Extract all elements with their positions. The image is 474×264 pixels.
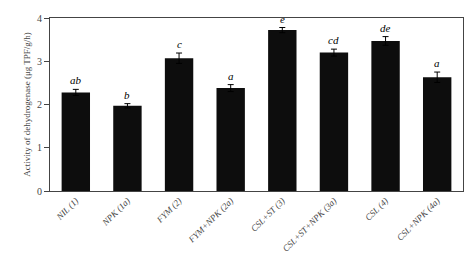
svg-text:3: 3 (37, 56, 42, 67)
svg-text:de: de (380, 22, 391, 34)
svg-text:b: b (124, 89, 130, 101)
svg-text:NPK (1a): NPK (1a) (100, 196, 132, 228)
svg-text:4: 4 (37, 13, 42, 24)
svg-text:a: a (228, 70, 234, 82)
svg-text:1: 1 (37, 142, 42, 153)
svg-text:FYM (2): FYM (2) (154, 196, 184, 226)
svg-text:NIL (1): NIL (1) (54, 196, 81, 223)
svg-text:CSL+ST+NPK (3a): CSL+ST+NPK (3a) (281, 196, 339, 254)
svg-text:CSL (4): CSL (4) (363, 196, 390, 223)
svg-text:2: 2 (37, 99, 42, 110)
svg-text:0: 0 (37, 186, 42, 197)
svg-text:e: e (280, 13, 285, 25)
svg-text:c: c (177, 38, 182, 50)
svg-text:a: a (434, 57, 440, 69)
svg-text:ab: ab (70, 74, 82, 86)
svg-text:cd: cd (328, 34, 339, 46)
svg-text:CSL+NPK (4a): CSL+NPK (4a) (395, 196, 442, 243)
svg-text:FYM+NPK (2a): FYM+NPK (2a) (186, 196, 235, 245)
svg-text:CSL+ST (3): CSL+ST (3) (249, 196, 287, 234)
svg-text:Activity of dehydrogenase (μg: Activity of dehydrogenase (μg TPF/g/h) (22, 32, 32, 177)
